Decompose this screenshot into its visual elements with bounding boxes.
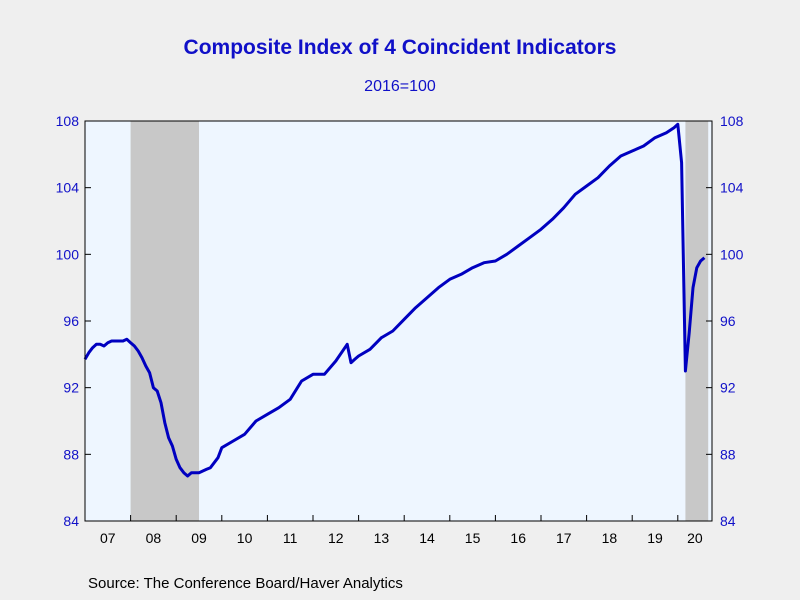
y-tick-label-right: 92 bbox=[720, 380, 736, 396]
x-tick-label: 17 bbox=[556, 530, 572, 546]
y-tick-label-left: 96 bbox=[63, 313, 79, 329]
series-line-0 bbox=[83, 122, 706, 478]
recession-band-1 bbox=[685, 121, 709, 521]
source-note: Source: The Conference Board/Haver Analy… bbox=[88, 575, 403, 592]
x-tick-label: 11 bbox=[283, 530, 298, 546]
x-tick-label: 15 bbox=[465, 530, 481, 546]
y-axis: 84 84 88 88 92 92 96 96 100 100 104 104 108 108 bbox=[56, 113, 744, 529]
y-tick-label-right: 96 bbox=[720, 313, 736, 329]
y-tick-label-left: 104 bbox=[56, 180, 80, 196]
y-tick-label-left: 92 bbox=[63, 380, 79, 396]
y-tick-label-left: 108 bbox=[56, 113, 80, 129]
y-tick-label-left: 88 bbox=[63, 446, 79, 462]
x-tick-label: 12 bbox=[328, 530, 344, 546]
x-tick-label: 16 bbox=[510, 530, 526, 546]
chart-title: Composite Index of 4 Coincident Indicato… bbox=[183, 36, 617, 59]
x-axis: 07 08 09 10 11 12 13 14 15 16 17 18 19 20 bbox=[84, 515, 703, 546]
x-tick-label: 08 bbox=[146, 530, 162, 546]
y-tick-label-right: 84 bbox=[720, 513, 736, 529]
y-tick-label-right: 88 bbox=[720, 446, 736, 462]
x-tick-label: 18 bbox=[602, 530, 618, 546]
x-tick-label: 14 bbox=[419, 530, 435, 546]
series-layer bbox=[83, 122, 706, 478]
x-tick-label: 20 bbox=[687, 530, 703, 546]
x-tick-label: 10 bbox=[237, 530, 253, 546]
x-tick-label: 09 bbox=[191, 530, 207, 546]
y-tick-label-left: 100 bbox=[56, 246, 80, 262]
x-tick-label: 19 bbox=[647, 530, 663, 546]
y-tick-label-right: 100 bbox=[720, 246, 744, 262]
recession-shading bbox=[130, 121, 709, 521]
y-tick-label-right: 104 bbox=[720, 180, 744, 196]
y-tick-label-left: 84 bbox=[63, 513, 79, 529]
x-tick-label: 07 bbox=[100, 530, 116, 546]
chart-subtitle: 2016=100 bbox=[364, 78, 436, 95]
y-tick-label-right: 108 bbox=[720, 113, 744, 129]
x-tick-label: 13 bbox=[374, 530, 390, 546]
recession-band-0 bbox=[130, 121, 199, 521]
